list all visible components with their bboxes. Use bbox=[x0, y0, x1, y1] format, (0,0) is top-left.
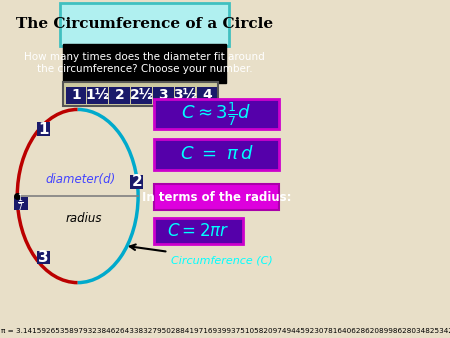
Text: 3: 3 bbox=[158, 88, 168, 102]
Text: radius: radius bbox=[65, 212, 102, 224]
Bar bbox=[154, 184, 279, 210]
Text: 4: 4 bbox=[202, 88, 212, 102]
Bar bbox=[37, 122, 50, 136]
Text: 2: 2 bbox=[131, 174, 142, 189]
Text: 1½: 1½ bbox=[86, 88, 110, 102]
Text: $C\ =\ \pi\, d$: $C\ =\ \pi\, d$ bbox=[180, 145, 253, 164]
Bar bbox=[175, 87, 195, 104]
Text: 2: 2 bbox=[115, 88, 125, 102]
Text: Circumference (C): Circumference (C) bbox=[171, 255, 273, 265]
Bar bbox=[154, 99, 279, 129]
Bar bbox=[197, 87, 217, 104]
Text: How many times does the diameter fit around
the circumference? Choose your numbe: How many times does the diameter fit aro… bbox=[24, 52, 265, 74]
Bar bbox=[14, 197, 27, 210]
Text: $C =2\pi r$: $C =2\pi r$ bbox=[167, 222, 230, 240]
Text: 3: 3 bbox=[38, 250, 49, 265]
Bar bbox=[154, 139, 279, 170]
FancyBboxPatch shape bbox=[60, 3, 229, 46]
Text: 1: 1 bbox=[71, 88, 81, 102]
Bar bbox=[37, 251, 50, 264]
Bar bbox=[63, 82, 218, 106]
Text: 1: 1 bbox=[38, 122, 49, 137]
Text: The Circumference of a Circle: The Circumference of a Circle bbox=[16, 17, 273, 31]
Bar bbox=[153, 87, 174, 104]
Bar bbox=[87, 87, 108, 104]
Bar bbox=[63, 44, 226, 83]
Bar bbox=[154, 218, 243, 244]
Text: π = 3.14159265358979323846264338327950288419716939937510582097494459230781640628: π = 3.1415926535897932384626433832795028… bbox=[1, 328, 450, 334]
Text: In terms of the radius:: In terms of the radius: bbox=[142, 191, 291, 203]
Text: 3½: 3½ bbox=[173, 88, 197, 102]
Bar bbox=[66, 87, 86, 104]
Text: $C \approx 3\frac{1}{7}d$: $C \approx 3\frac{1}{7}d$ bbox=[181, 100, 252, 128]
Text: 2½: 2½ bbox=[130, 88, 153, 102]
Bar bbox=[131, 87, 152, 104]
Bar bbox=[130, 175, 143, 189]
Bar bbox=[109, 87, 130, 104]
Text: diameter(d): diameter(d) bbox=[45, 173, 116, 186]
Text: $\frac{1}{7}$: $\frac{1}{7}$ bbox=[17, 193, 24, 214]
